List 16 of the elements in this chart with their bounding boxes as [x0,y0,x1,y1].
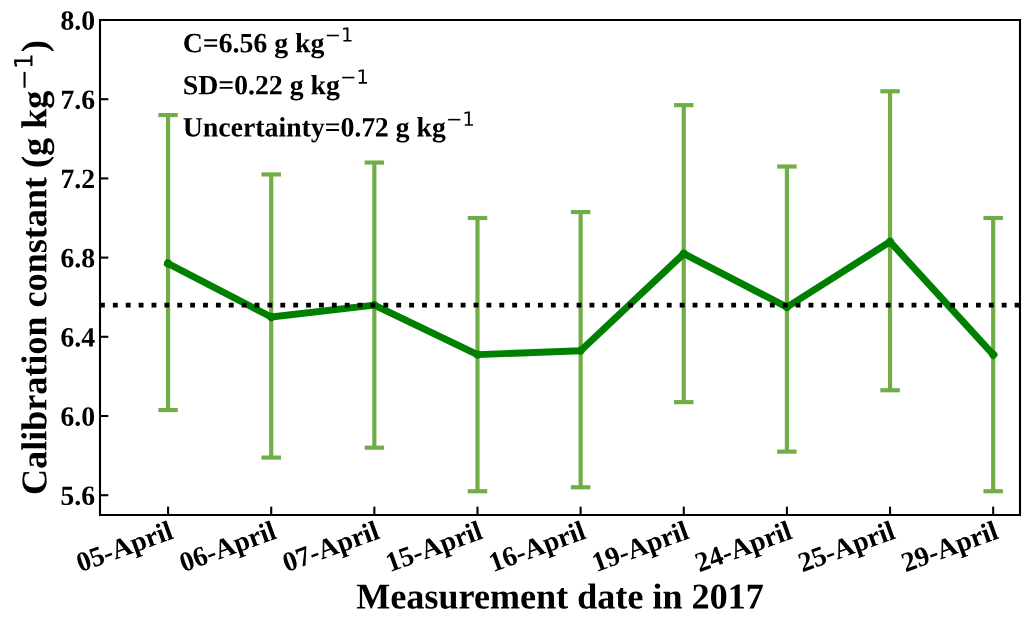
annotation: SD=0.22 g kg$^{−1}$ [184,69,367,101]
point [989,350,998,359]
y-tick-label: 6.4 [61,328,95,347]
annotation: C=6.56 g kg$^{−1}$ [184,27,352,59]
point [576,346,585,355]
y-tick-label: 7.2 [62,169,94,189]
x-axis-title: Measurement date in 2017 [356,583,763,609]
y-tick-label: 6.8 [61,248,95,268]
y-axis-title: Calibration constant (g kg$^{−1}$) [14,41,55,494]
y-tick-label: 6.0 [61,407,95,427]
y-tick-label: 5.6 [61,486,95,506]
point [163,259,173,268]
y-tick-label: 8.0 [61,11,95,31]
annotation: Uncertainty=0.72 g kg$^{−1}$ [183,111,473,143]
point [473,350,482,359]
y-tick-label: 7.6 [62,90,95,110]
